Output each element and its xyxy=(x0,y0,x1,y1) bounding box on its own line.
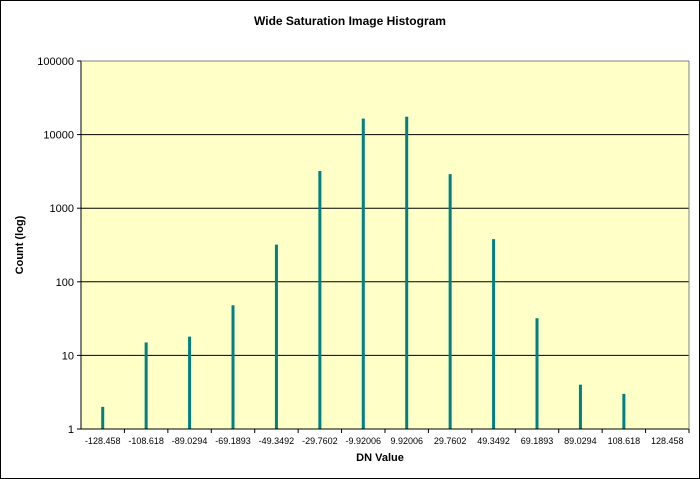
x-tick-label: -69.1893 xyxy=(215,436,251,446)
x-tick-label: -49.3492 xyxy=(259,436,295,446)
x-tick-label: 69.1893 xyxy=(521,436,554,446)
y-tick-label: 100000 xyxy=(37,56,74,68)
bar--49.3492 xyxy=(274,244,278,429)
y-tick-label: 10 xyxy=(62,350,74,362)
bar--69.1893 xyxy=(231,305,235,429)
x-tick-label: 29.7602 xyxy=(434,436,467,446)
y-tick-label: 100 xyxy=(56,277,74,289)
x-tick-label: -108.618 xyxy=(128,436,164,446)
bar-89.0294 xyxy=(578,384,582,429)
y-tick-labels: 1 10 100 1000 10000 100000 xyxy=(37,56,74,436)
bar--9.92006 xyxy=(361,118,365,429)
y-tick-label: 1000 xyxy=(50,203,74,215)
bar--29.7602 xyxy=(318,171,322,429)
x-tick-label: -89.0294 xyxy=(172,436,208,446)
bar-29.7602 xyxy=(448,174,452,429)
bar--108.618 xyxy=(144,342,148,429)
y-tick-label: 1 xyxy=(68,424,74,436)
bar--89.0294 xyxy=(188,336,192,429)
bar-49.3492 xyxy=(492,239,496,429)
x-tick-label: -128.458 xyxy=(85,436,121,446)
x-axis-label: DN Value xyxy=(356,452,404,464)
plot-area xyxy=(81,61,689,429)
x-tick-label: -29.7602 xyxy=(302,436,338,446)
bars xyxy=(101,116,626,429)
x-tick-label: 128.458 xyxy=(651,436,684,446)
x-tick-label: -9.92006 xyxy=(346,436,382,446)
x-tick-labels: -128.458 -108.618 -89.0294 -69.1893 -49.3492… xyxy=(85,436,684,446)
bar-108.618 xyxy=(622,393,626,429)
x-tick-label: 108.618 xyxy=(608,436,641,446)
bar--128.458 xyxy=(101,406,105,429)
x-tick-label: 9.92006 xyxy=(390,436,423,446)
bar-9.92006 xyxy=(405,116,409,429)
chart-title: Wide Saturation Image Histogram xyxy=(254,14,446,28)
bar-69.1893 xyxy=(535,318,539,429)
x-tick-label: 49.3492 xyxy=(477,436,510,446)
y-tick-label: 10000 xyxy=(43,130,74,142)
x-tick-label: 89.0294 xyxy=(564,436,597,446)
axes xyxy=(77,60,690,433)
